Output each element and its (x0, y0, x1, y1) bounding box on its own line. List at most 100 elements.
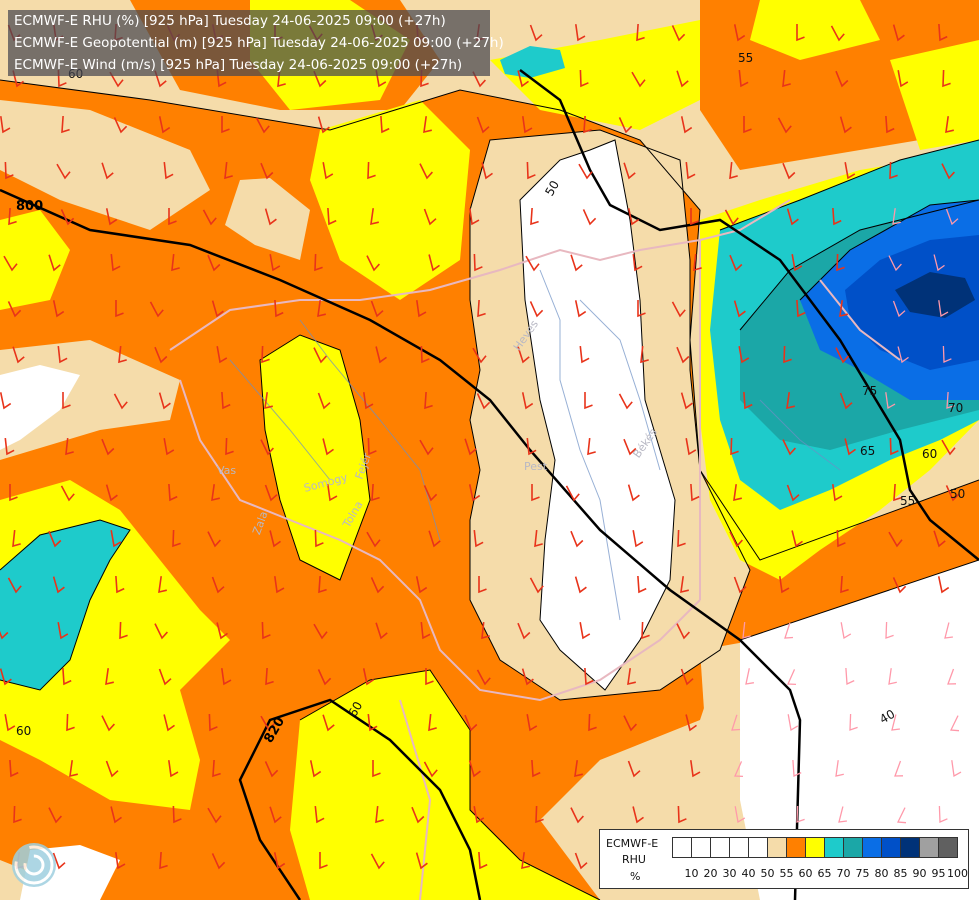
wind-barb (892, 24, 905, 42)
wind-barb (685, 438, 697, 456)
wind-barb (221, 116, 230, 134)
wind-barb (255, 117, 270, 134)
legend-swatch (843, 837, 863, 858)
wind-barb (423, 208, 437, 226)
svg-text:60: 60 (922, 447, 937, 461)
legend-tick-label: 75 (856, 867, 870, 880)
wind-barb (371, 483, 380, 502)
wind-barb (476, 116, 490, 134)
wind-barb (938, 300, 949, 318)
wind-barb (8, 207, 17, 226)
wind-barb (844, 162, 856, 180)
wind-barb (892, 208, 901, 225)
wind-barb (938, 805, 948, 823)
title-box: ECMWF-E RHU (%) [925 hPa] Tuesday 24-06-… (8, 10, 504, 76)
wind-barb (791, 254, 803, 272)
wind-barb (110, 806, 122, 824)
wind-barb (105, 760, 119, 778)
wind-barb (787, 714, 799, 732)
wind-barb (370, 208, 379, 226)
wind-barb (428, 254, 440, 272)
legend-tick-label: 85 (894, 867, 908, 880)
wind-barb (796, 24, 805, 42)
wind-barb (317, 392, 331, 410)
wind-barb (946, 391, 955, 409)
wind-barb (839, 300, 848, 318)
wind-barb (796, 299, 806, 318)
wind-barb (892, 300, 906, 318)
wind-barb (637, 575, 647, 594)
wind-barb (158, 576, 167, 594)
wind-barb (579, 346, 590, 364)
wind-barb (0, 116, 11, 134)
wind-barb (517, 346, 530, 364)
wind-barb (636, 23, 645, 42)
wind-barb (530, 207, 539, 226)
wind-barb (891, 714, 900, 731)
legend-tick-label: 95 (932, 867, 946, 880)
wind-barb (933, 530, 946, 548)
wind-barb (947, 668, 957, 685)
wind-barb (690, 208, 699, 226)
wind-barb (48, 807, 62, 824)
wind-barb (783, 345, 792, 364)
wind-barb (522, 116, 533, 134)
wind-barb (690, 760, 701, 778)
wind-barb (587, 438, 596, 456)
wind-barb (424, 391, 433, 410)
wind-barb (676, 70, 689, 88)
wind-barb (419, 163, 433, 180)
wind-barb (640, 346, 649, 364)
wind-barb (782, 70, 791, 88)
wind-barb (367, 161, 376, 180)
wind-barb (313, 347, 327, 364)
wind-barb (158, 668, 172, 686)
wind-barb (52, 576, 65, 594)
wind-barb (671, 25, 686, 42)
wind-barb (60, 485, 75, 502)
wind-barb (529, 301, 544, 318)
rivers (229, 269, 841, 621)
wind-barb (260, 439, 274, 456)
wind-barb (3, 255, 18, 272)
wind-barb (733, 484, 742, 502)
wind-barb (885, 115, 895, 134)
wind-barb (796, 805, 805, 823)
legend-model: ECMWF-E (606, 837, 659, 850)
wind-barb (618, 117, 633, 134)
legend-tick-label: 100 (947, 867, 968, 880)
wind-barb (525, 255, 540, 272)
wind-barb (623, 162, 636, 180)
wind-barb (583, 115, 592, 134)
wind-barb (631, 71, 646, 88)
wind-barb (115, 575, 125, 594)
wind-barb (370, 853, 385, 870)
wind-barb (101, 715, 115, 732)
wind-barb (521, 668, 534, 686)
wind-barb (0, 392, 12, 410)
wind-barb (428, 530, 441, 548)
wind-barb (481, 162, 493, 180)
wind-barb (372, 760, 381, 778)
wind-barb (158, 116, 171, 134)
wind-barb (526, 161, 536, 180)
wind-barb (836, 529, 846, 548)
legend-swatch (919, 837, 939, 858)
svg-text:50: 50 (950, 487, 965, 501)
wind-barb (363, 392, 374, 410)
svg-text:60: 60 (16, 724, 31, 738)
wind-barb (584, 667, 594, 686)
wind-barb (836, 253, 845, 272)
rhu-band-below-50 (0, 140, 979, 900)
wind-barb (730, 437, 739, 456)
wind-barb (731, 714, 741, 731)
wind-barb (623, 438, 637, 456)
wind-barb (897, 346, 909, 364)
wind-barb (889, 161, 898, 180)
wind-barb (370, 300, 384, 318)
wind-barb (269, 254, 281, 272)
wind-barb (734, 806, 746, 824)
wind-barb (676, 623, 690, 640)
wind-barb (677, 529, 686, 548)
